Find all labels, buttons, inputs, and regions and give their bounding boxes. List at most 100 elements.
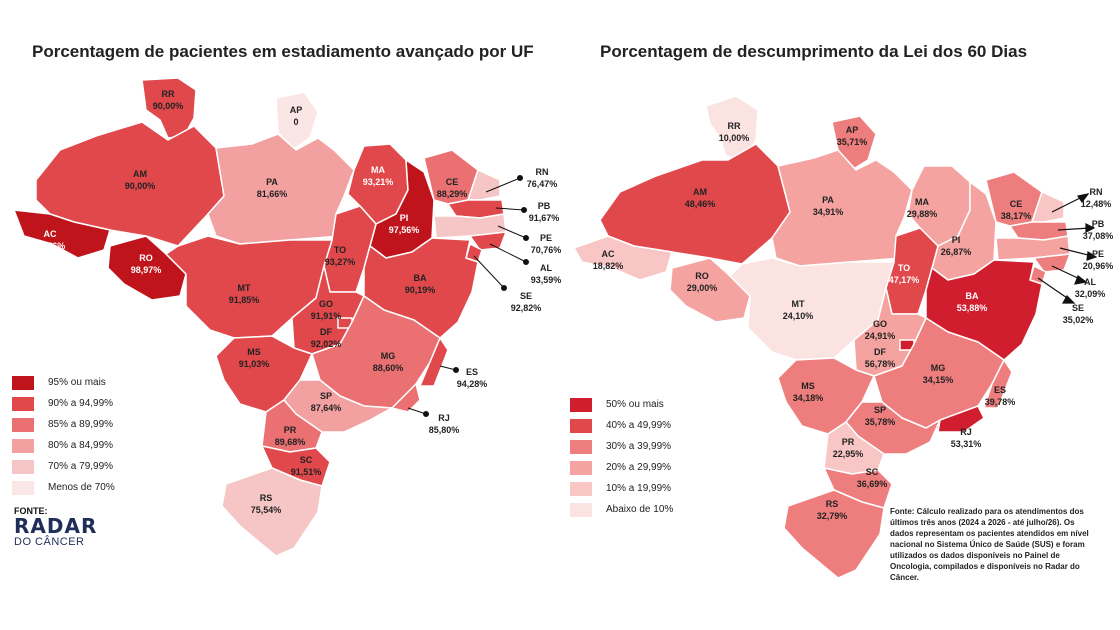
left-legend-swatch — [12, 480, 34, 495]
state-ro[interactable] — [669, 257, 751, 323]
state-al[interactable] — [1033, 253, 1071, 273]
label-ba: BA 90,19% — [404, 273, 436, 295]
state-es[interactable] — [419, 337, 449, 387]
left-legend-label: 90% a 94,99% — [48, 398, 114, 409]
right-legend-label: Abaixo de 10% — [606, 504, 674, 515]
label-rr: RR 10,00% — [718, 121, 750, 143]
state-pa[interactable] — [771, 149, 913, 267]
label-go: GO 91,91% — [310, 299, 342, 321]
label-se: SE 92,82% — [510, 291, 542, 313]
right-legend-item: 30% a 39,99% — [570, 436, 673, 457]
label-pi: PI 97,56% — [388, 213, 420, 235]
left-legend-label: 85% a 89,99% — [48, 419, 114, 430]
state-ap[interactable] — [275, 91, 319, 151]
right-legend-label: 50% ou mais — [606, 399, 664, 410]
radar-do-cancer-logo: FONTE: RADAR DO CÂNCER — [14, 506, 98, 548]
label-ba: BA 53,88% — [956, 291, 988, 313]
state-rj[interactable] — [391, 383, 421, 413]
right-legend-item: 10% a 19,99% — [570, 478, 673, 499]
label-am: AM 90,00% — [124, 169, 156, 191]
arrow-se — [1037, 277, 1071, 301]
label-mt: MT 24,10% — [782, 299, 814, 321]
label-ce: CE 38,17% — [1000, 199, 1032, 221]
state-rn[interactable] — [467, 169, 501, 201]
label-df: DF 92,02% — [310, 327, 342, 349]
left-legend-item: 80% a 84,99% — [12, 435, 115, 456]
left-legend-swatch — [12, 396, 34, 411]
label-rj: RJ 85,80% — [428, 413, 460, 435]
state-pe[interactable] — [995, 235, 1071, 261]
left-legend-swatch — [12, 417, 34, 432]
state-rn[interactable] — [1031, 191, 1065, 223]
left-legend-swatch — [12, 375, 34, 390]
leader-rj — [407, 407, 427, 415]
left-legend-label: 80% a 84,99% — [48, 440, 114, 451]
label-rn: RN 12,48% — [1080, 187, 1112, 209]
label-sc: SC 36,69% — [856, 467, 888, 489]
state-ac[interactable] — [13, 209, 111, 259]
leader-se — [473, 255, 505, 289]
label-rn: RN 76,47% — [526, 167, 558, 189]
right-brazil-map — [573, 95, 1098, 579]
label-pb: PB 37,08% — [1082, 219, 1114, 241]
label-ma: MA 93,21% — [362, 165, 394, 187]
state-rs[interactable] — [221, 467, 323, 557]
right-legend-swatch — [570, 460, 592, 475]
left-legend-item: 95% ou mais — [12, 372, 115, 393]
right-legend-label: 10% a 19,99% — [606, 483, 672, 494]
label-to: TO 47,17% — [888, 263, 920, 285]
label-am: AM 48,46% — [684, 187, 716, 209]
label-rs: RS 32,79% — [816, 499, 848, 521]
right-legend-item: 40% a 49,99% — [570, 415, 673, 436]
leader-rn — [485, 177, 521, 193]
state-es[interactable] — [983, 359, 1013, 409]
state-al[interactable] — [469, 231, 507, 251]
label-ap: AP 35,71% — [836, 125, 868, 147]
left-legend-item: Menos de 70% — [12, 477, 115, 498]
leader-pb — [495, 207, 525, 211]
label-pr: PR 22,95% — [832, 437, 864, 459]
state-rs[interactable] — [783, 489, 885, 579]
leader-pe — [497, 225, 527, 239]
label-es: ES 39,78% — [984, 385, 1016, 407]
state-rj[interactable] — [937, 405, 985, 433]
label-ce: CE 88,29% — [436, 177, 468, 199]
label-pe: PE 70,76% — [530, 233, 562, 255]
left-legend: 95% ou mais 90% a 94,99% 85% a 89,99% 80% a… — [12, 372, 115, 498]
label-sc: SC 91,51% — [290, 455, 322, 477]
left-legend-swatch — [12, 438, 34, 453]
right-map-title: Porcentagem de descumprimento da Lei dos… — [600, 42, 1028, 61]
state-pe[interactable] — [433, 213, 507, 239]
label-pa: PA 34,91% — [812, 195, 844, 217]
label-pb: PB 91,67% — [528, 201, 560, 223]
left-legend-item: 70% a 79,99% — [12, 456, 115, 477]
right-legend-swatch — [570, 418, 592, 433]
right-legend-swatch — [570, 481, 592, 496]
right-legend-item: Abaixo de 10% — [570, 499, 673, 520]
state-ac[interactable] — [573, 235, 673, 281]
label-es: ES 94,28% — [456, 367, 488, 389]
label-pr: PR 89,68% — [274, 425, 306, 447]
state-ro[interactable] — [107, 235, 187, 301]
label-go: GO 24,91% — [864, 319, 896, 341]
label-ac: AC 18,82% — [592, 249, 624, 271]
label-mg: MG 34,15% — [922, 363, 954, 385]
label-mt: MT 91,85% — [228, 283, 260, 305]
right-legend-label: 30% a 39,99% — [606, 441, 672, 452]
state-pa[interactable] — [207, 133, 355, 245]
left-legend-label: 95% ou mais — [48, 377, 106, 388]
left-map-title: Porcentagem de pacientes em estadiamento… — [32, 42, 534, 61]
source-note: Fonte: Cálculo realizado para os atendim… — [890, 507, 1089, 582]
left-brazil-map — [13, 77, 529, 557]
left-legend-label: Menos de 70% — [48, 482, 115, 493]
label-pa: PA 81,66% — [256, 177, 288, 199]
label-ro: RO 98,97% — [130, 253, 162, 275]
label-sp: SP 87,64% — [310, 391, 342, 413]
label-df: DF 56,78% — [864, 347, 896, 369]
left-map-panel: Porcentagem de pacientes em estadiamento… — [12, 42, 562, 557]
label-mg: MG 88,60% — [372, 351, 404, 373]
right-legend-item: 20% a 29,99% — [570, 457, 673, 478]
label-rs: RS 75,54% — [250, 493, 282, 515]
left-legend-label: 70% a 79,99% — [48, 461, 114, 472]
label-se: SE 35,02% — [1062, 303, 1094, 325]
